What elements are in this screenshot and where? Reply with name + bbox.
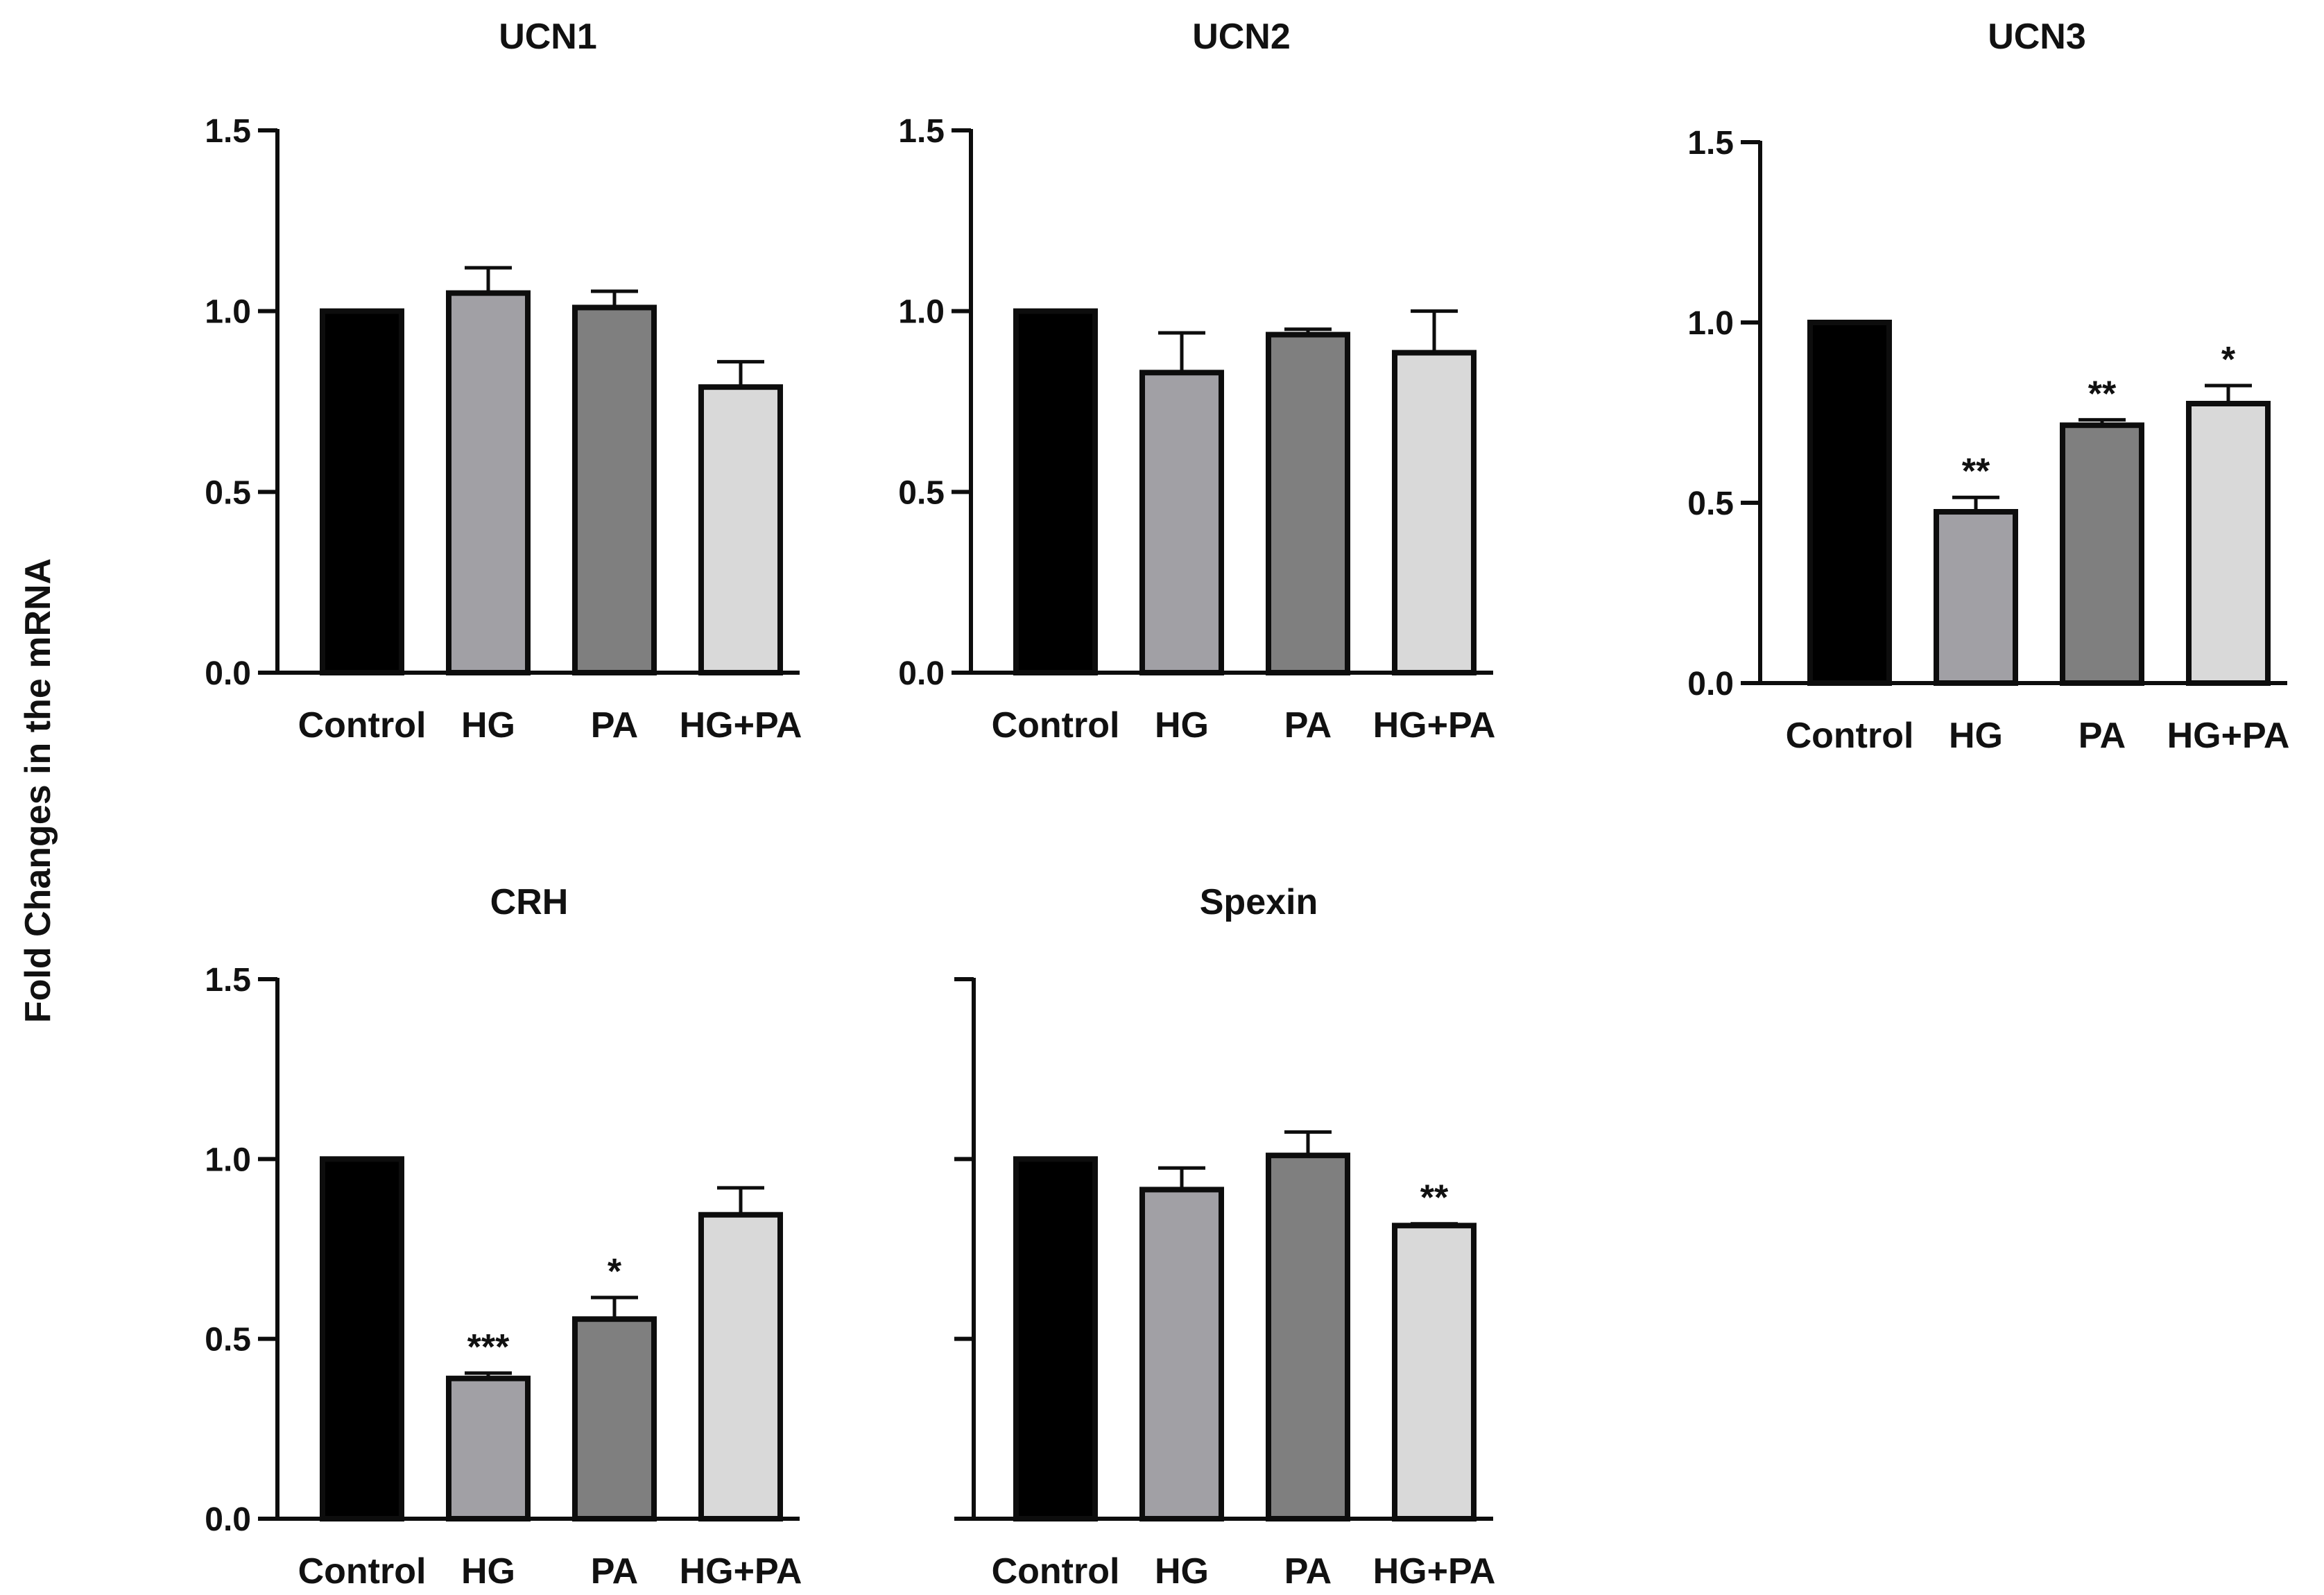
bar-hg-plus-pa: [2186, 401, 2271, 686]
significance-mark: **: [1420, 1178, 1449, 1218]
panel-title: CRH: [490, 882, 569, 922]
category-label: HG+PA: [680, 1551, 802, 1592]
panel-title: UCN3: [1988, 17, 2086, 57]
category-label: Control: [992, 705, 1120, 745]
bar-pa: [2060, 422, 2144, 686]
y-tick-label: 1.0: [898, 294, 945, 331]
significance-mark: **: [1962, 451, 1990, 492]
bar-pa: [1266, 331, 1350, 675]
category-label: PA: [1284, 705, 1332, 745]
panel-title: UCN1: [499, 17, 597, 57]
bar-control: [1013, 308, 1098, 675]
bar-control: [320, 308, 404, 675]
significance-mark: **: [2088, 374, 2117, 414]
y-tick-label: 0.5: [205, 1322, 251, 1359]
y-tick-label: 1.0: [205, 294, 251, 331]
bar-hg: [1139, 1187, 1224, 1522]
y-tick-label: 0.5: [1687, 485, 1734, 522]
significance-mark: *: [2221, 340, 2236, 380]
category-label: HG+PA: [1373, 1551, 1496, 1592]
category-label: PA: [2078, 716, 2126, 756]
category-label: HG+PA: [680, 705, 802, 745]
y-tick-label: 0.5: [205, 474, 251, 511]
bar-control: [1807, 320, 1892, 686]
bar-hg-plus-pa: [1392, 1223, 1477, 1521]
bar-hg: [1139, 370, 1224, 675]
bar-hg-plus-pa: [1392, 350, 1477, 675]
y-axis-label: Fold Changes in the mRNA: [18, 558, 58, 1023]
category-label: PA: [591, 705, 638, 745]
y-tick-label: 1.0: [1687, 305, 1734, 342]
panel-ucn2: UCN2 Control HG PA HG+PA 0.0 0.5 1.0 1.5: [898, 17, 1495, 745]
bar-pa: [572, 304, 657, 676]
category-label: HG: [1949, 716, 2003, 756]
bar-hg-plus-pa: [698, 384, 783, 675]
panel-title: UCN2: [1192, 17, 1291, 57]
y-tick-label: 0.0: [898, 655, 945, 692]
panel-title: Spexin: [1200, 882, 1318, 922]
significance-mark: *: [608, 1252, 622, 1292]
panel-crh: CRH Control *** HG * PA HG+PA 0.0 0.5 1.0 1.5: [205, 882, 802, 1592]
category-label: Control: [1786, 716, 1914, 756]
category-label: Control: [992, 1551, 1120, 1592]
category-label: PA: [591, 1551, 638, 1592]
category-label: HG+PA: [1373, 705, 1496, 745]
y-tick-label: 1.5: [205, 113, 251, 150]
y-tick-label: 1.5: [898, 113, 945, 150]
significance-mark: ***: [467, 1327, 510, 1368]
y-tick-label: 1.5: [1687, 125, 1734, 162]
y-tick-label: 0.0: [205, 1501, 251, 1538]
y-tick-label: 0.5: [898, 474, 945, 511]
category-label: PA: [1284, 1551, 1332, 1592]
bar-hg: [1934, 509, 2018, 686]
bar-control: [320, 1156, 404, 1522]
category-label: HG+PA: [2167, 716, 2290, 756]
category-label: HG: [461, 1551, 515, 1592]
y-tick-label: 1.0: [205, 1141, 251, 1178]
category-label: HG: [461, 705, 515, 745]
panel-spexin: Spexin Control HG PA ** HG+PA: [954, 882, 1495, 1592]
category-label: HG: [1155, 705, 1209, 745]
bar-pa: [1266, 1153, 1350, 1521]
panel-ucn1: UCN1 Control HG PA HG+PA 0.0 0.5 1.0 1.5: [205, 17, 802, 745]
y-tick-label: 0.0: [1687, 666, 1734, 702]
bar-hg-plus-pa: [698, 1212, 783, 1522]
y-tick-label: 0.0: [205, 655, 251, 692]
category-label: HG: [1155, 1551, 1209, 1592]
y-tick-label: 1.5: [205, 962, 251, 999]
bar-pa: [572, 1316, 657, 1521]
category-label: Control: [298, 1551, 427, 1592]
bar-hg: [446, 1375, 531, 1521]
bar-hg: [446, 290, 531, 676]
panel-ucn3: UCN3 Control ** HG ** PA * HG+PA 0.0 0.5 1.0 1.5: [1687, 17, 2289, 756]
category-label: Control: [298, 705, 427, 745]
bar-control: [1013, 1156, 1098, 1522]
